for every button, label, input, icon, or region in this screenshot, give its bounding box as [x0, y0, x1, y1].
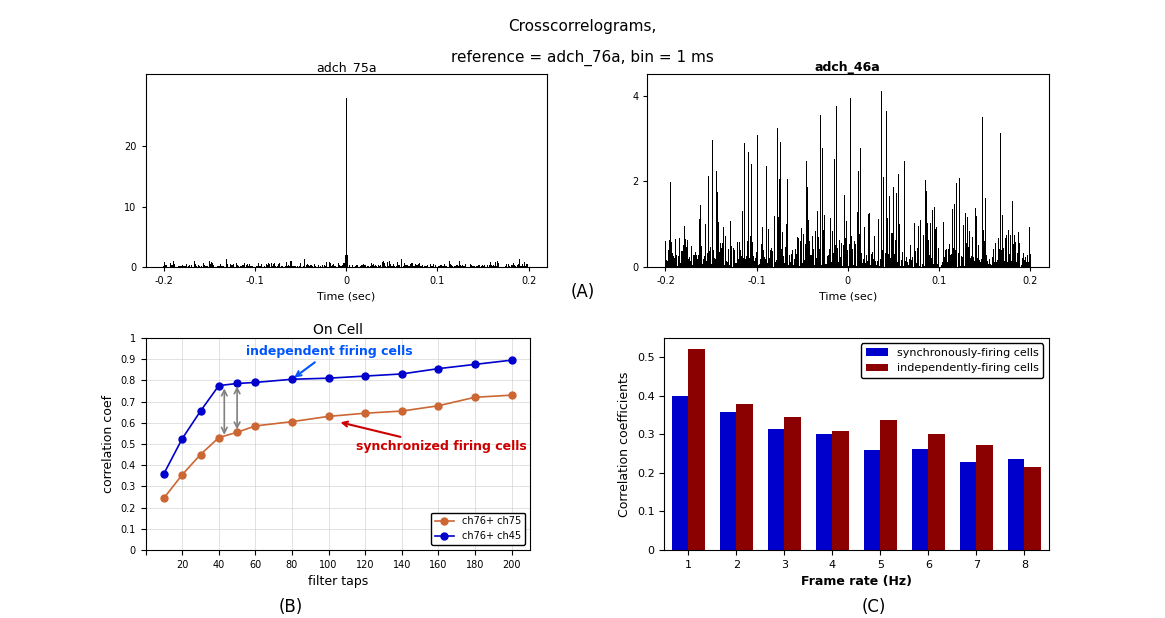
- ch76+ ch75: [248, 422, 262, 430]
- Text: (A): (A): [571, 282, 594, 300]
- Legend: ch76+ ch75, ch76+ ch45: ch76+ ch75, ch76+ ch45: [431, 512, 525, 545]
- Bar: [816, 434, 832, 550]
- Bar: [768, 428, 784, 550]
- X-axis label: filter taps: filter taps: [308, 575, 368, 588]
- Y-axis label: correlation coef: correlation coef: [103, 395, 115, 493]
- ch76+ ch75: [395, 407, 409, 415]
- Bar: [929, 434, 945, 550]
- Bar: [960, 462, 976, 550]
- ch76+ ch75: [157, 494, 171, 502]
- ch76+ ch75: [504, 391, 518, 399]
- ch76+ ch75: [231, 428, 245, 436]
- ch76+ ch75: [175, 471, 189, 478]
- Bar: [689, 349, 705, 550]
- Line: ch76+ ch75: ch76+ ch75: [161, 392, 515, 502]
- X-axis label: Frame rate (Hz): Frame rate (Hz): [800, 575, 912, 588]
- Text: Crosscorrelograms,: Crosscorrelograms,: [508, 19, 657, 33]
- Bar: [736, 404, 753, 550]
- ch76+ ch45: [431, 365, 445, 373]
- Bar: [1024, 467, 1042, 550]
- ch76+ ch45: [193, 407, 207, 415]
- ch76+ ch75: [322, 413, 336, 420]
- ch76+ ch75: [212, 434, 226, 441]
- Line: ch76+ ch45: ch76+ ch45: [161, 357, 515, 477]
- ch76+ ch45: [175, 435, 189, 442]
- Text: synchronized firing cells: synchronized firing cells: [343, 421, 527, 454]
- Bar: [720, 412, 736, 550]
- ch76+ ch75: [358, 410, 372, 417]
- Text: independent firing cells: independent firing cells: [246, 345, 412, 376]
- Bar: [881, 420, 897, 550]
- ch76+ ch45: [468, 361, 482, 368]
- ch76+ ch75: [468, 394, 482, 401]
- X-axis label: Time (sec): Time (sec): [317, 292, 375, 302]
- ch76+ ch45: [231, 380, 245, 387]
- Title: On Cell: On Cell: [312, 323, 362, 337]
- ch76+ ch45: [212, 382, 226, 389]
- Bar: [832, 431, 849, 550]
- ch76+ ch45: [248, 379, 262, 386]
- Bar: [784, 417, 802, 550]
- Bar: [671, 396, 689, 550]
- Bar: [1008, 459, 1024, 550]
- ch76+ ch75: [285, 418, 299, 425]
- Bar: [863, 450, 881, 550]
- Bar: [976, 445, 994, 550]
- Text: reference = adch_76a, bin = 1 ms: reference = adch_76a, bin = 1 ms: [451, 49, 714, 66]
- Text: (B): (B): [280, 598, 303, 616]
- ch76+ ch45: [395, 370, 409, 378]
- ch76+ ch45: [157, 470, 171, 477]
- ch76+ ch45: [358, 373, 372, 380]
- Text: (C): (C): [862, 598, 885, 616]
- Title: adch_46a: adch_46a: [816, 61, 881, 74]
- Y-axis label: Correlation coefficients: Correlation coefficients: [619, 371, 631, 517]
- ch76+ ch75: [431, 402, 445, 410]
- Legend: synchronously-firing cells, independently-firing cells: synchronously-firing cells, independentl…: [861, 344, 1043, 378]
- Bar: [912, 449, 929, 550]
- ch76+ ch75: [193, 451, 207, 459]
- Title: adch_75a: adch_75a: [316, 61, 376, 74]
- X-axis label: Time (sec): Time (sec): [819, 292, 877, 302]
- ch76+ ch45: [285, 376, 299, 383]
- ch76+ ch45: [322, 375, 336, 382]
- ch76+ ch45: [504, 357, 518, 364]
